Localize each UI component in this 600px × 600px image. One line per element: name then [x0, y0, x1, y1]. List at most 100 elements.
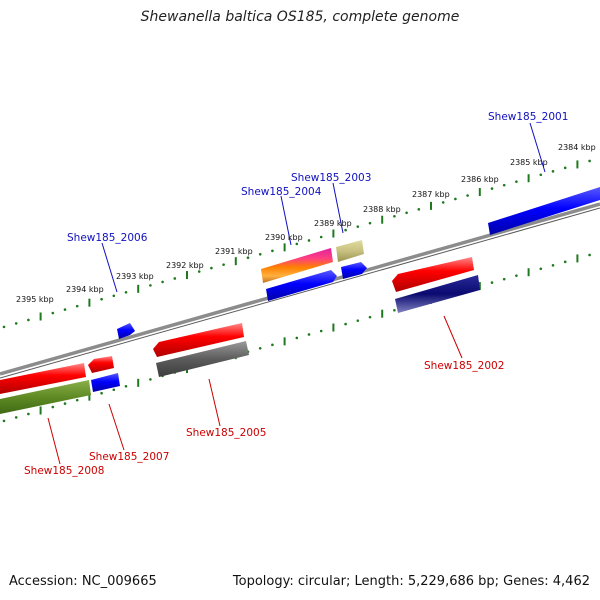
tick-label: 2393 kbp	[116, 272, 154, 281]
gene-label[interactable]: Shew185_2001	[488, 111, 568, 123]
gene-shew185-2002[interactable]	[392, 257, 474, 292]
tick-label: 2392 kbp	[166, 261, 204, 270]
gene-labels: Shew185_2001 Shew185_2003 Shew185_2004 S…	[24, 111, 568, 477]
leader-line	[332, 182, 344, 234]
ruler-minor-dot	[112, 294, 116, 298]
ruler-minor-dot	[149, 284, 152, 287]
gene-shew185-2004[interactable]	[261, 248, 333, 283]
ruler-minor-dot	[393, 214, 396, 218]
leader-lines	[47, 122, 546, 465]
gene-shew185-2007[interactable]	[88, 356, 114, 373]
ruler-minor-dot	[551, 170, 555, 173]
ruler-minor-dot	[2, 419, 6, 423]
ruler-minor-dot	[502, 183, 506, 187]
ruler-minor-dot	[368, 221, 372, 225]
ruler-minor-dot	[14, 322, 18, 325]
gene-shew185-2008[interactable]	[0, 363, 86, 394]
gene-shew185-2001[interactable]	[488, 187, 600, 235]
ruler-minor-dot	[356, 225, 360, 228]
ruler-minor-dot	[502, 277, 506, 281]
gene-shew185-2006[interactable]	[117, 323, 135, 339]
tick-label: 2388 kbp	[363, 205, 401, 214]
gene-label[interactable]: Shew185_2008	[24, 465, 104, 477]
tick-label: 2390 kbp	[265, 233, 303, 242]
ruler-minor-dot	[539, 173, 543, 177]
ruler-minor-dot	[344, 322, 347, 326]
leader-line	[529, 122, 546, 173]
tick-label: 2391 kbp	[215, 247, 253, 256]
gene-label[interactable]: Shew185_2002	[424, 360, 504, 372]
ruler-minor-dot	[271, 343, 274, 347]
ruler-minor-dot	[210, 266, 213, 270]
ruler-minor-dot	[51, 311, 55, 315]
ruler-minor-dot	[161, 280, 164, 284]
ruler-minor-dot	[454, 197, 457, 201]
ruler-minor-dot	[63, 402, 67, 405]
gene-label[interactable]: Shew185_2004	[241, 186, 322, 198]
ruler-minor-dot	[258, 252, 262, 256]
genome-title: Shewanella baltica OS185, complete genom…	[140, 9, 460, 25]
ruler-minor-dot	[490, 187, 494, 190]
ruler-minor-dot	[222, 263, 225, 266]
tick-label: 2395 kbp	[16, 295, 54, 304]
ruler-minor-dot	[246, 256, 250, 260]
gene-shew185-2002-b[interactable]	[395, 275, 480, 313]
ruler-minor-dot	[466, 194, 469, 197]
ruler-minor-dot	[539, 267, 543, 271]
ruler-minor-dot	[319, 235, 323, 239]
gene-label[interactable]: Shew185_2005	[186, 427, 266, 439]
ruler-minor-dot	[405, 211, 408, 215]
leader-line	[443, 315, 463, 359]
tick-label: 2386 kbp	[461, 175, 499, 184]
ruler-minor-dot	[588, 159, 591, 163]
gene-shew185-2008-b[interactable]	[0, 380, 91, 414]
ruler-minor-dot	[563, 166, 567, 170]
gene-label[interactable]: Shew185_2007	[89, 451, 169, 463]
ruler-minor-dot	[307, 333, 311, 336]
ruler-minor-dot	[124, 385, 128, 388]
ruler-minor-dot	[588, 253, 591, 257]
forward-genes	[91, 187, 600, 392]
accession-text: Accession: NC_009665	[9, 574, 157, 589]
ruler-minor-dot	[515, 274, 518, 277]
ruler-minor-dot	[356, 319, 360, 322]
gene-shew185-2007-forward[interactable]	[91, 373, 120, 392]
gene-shew185-2003-arrow[interactable]	[341, 262, 367, 279]
genome-backbone-shadow	[0, 207, 600, 379]
ruler-minor-dot	[368, 315, 372, 319]
ruler-minor-dot	[319, 329, 323, 333]
gene-label[interactable]: Shew185_2006	[67, 232, 148, 244]
ruler-minor-dot	[258, 346, 262, 350]
ruler-minor-dot	[441, 201, 445, 204]
lower-ruler	[2, 253, 591, 423]
ruler-minor-dot	[112, 388, 116, 392]
reverse-genes	[0, 257, 480, 414]
ruler-minor-dot	[295, 336, 299, 340]
tick-label: 2384 kbp	[558, 143, 596, 152]
ruler-minor-dot	[14, 416, 18, 419]
gene-shew185-2005-b[interactable]	[156, 341, 249, 377]
leader-line	[208, 378, 221, 427]
ruler-minor-dot	[197, 270, 201, 273]
ruler-minor-dot	[173, 277, 177, 280]
ruler-minor-dot	[563, 260, 567, 264]
tick-label: 2389 kbp	[314, 219, 352, 228]
tick-label: 2387 kbp	[412, 190, 450, 199]
ruler-minor-dot	[63, 308, 67, 311]
genome-summary-text: Topology: circular; Length: 5,229,686 bp…	[232, 574, 590, 589]
ruler-minor-dot	[295, 242, 299, 246]
ruler-minor-dot	[271, 249, 274, 253]
ruler-minor-dot	[307, 239, 311, 242]
gene-shew185-2004-arrow[interactable]	[266, 270, 337, 301]
leader-line	[280, 195, 292, 246]
ruler-minor-dot	[2, 325, 6, 329]
gene-label[interactable]: Shew185_2003	[291, 172, 371, 184]
gene-shew185-2005[interactable]	[153, 323, 244, 357]
ruler-minor-dot	[75, 398, 79, 402]
gene-shew185-2003[interactable]	[336, 240, 364, 262]
ruler-minor-dot	[417, 208, 421, 211]
ruler-minor-dot	[100, 297, 103, 301]
ruler-minor-dot	[344, 228, 347, 232]
